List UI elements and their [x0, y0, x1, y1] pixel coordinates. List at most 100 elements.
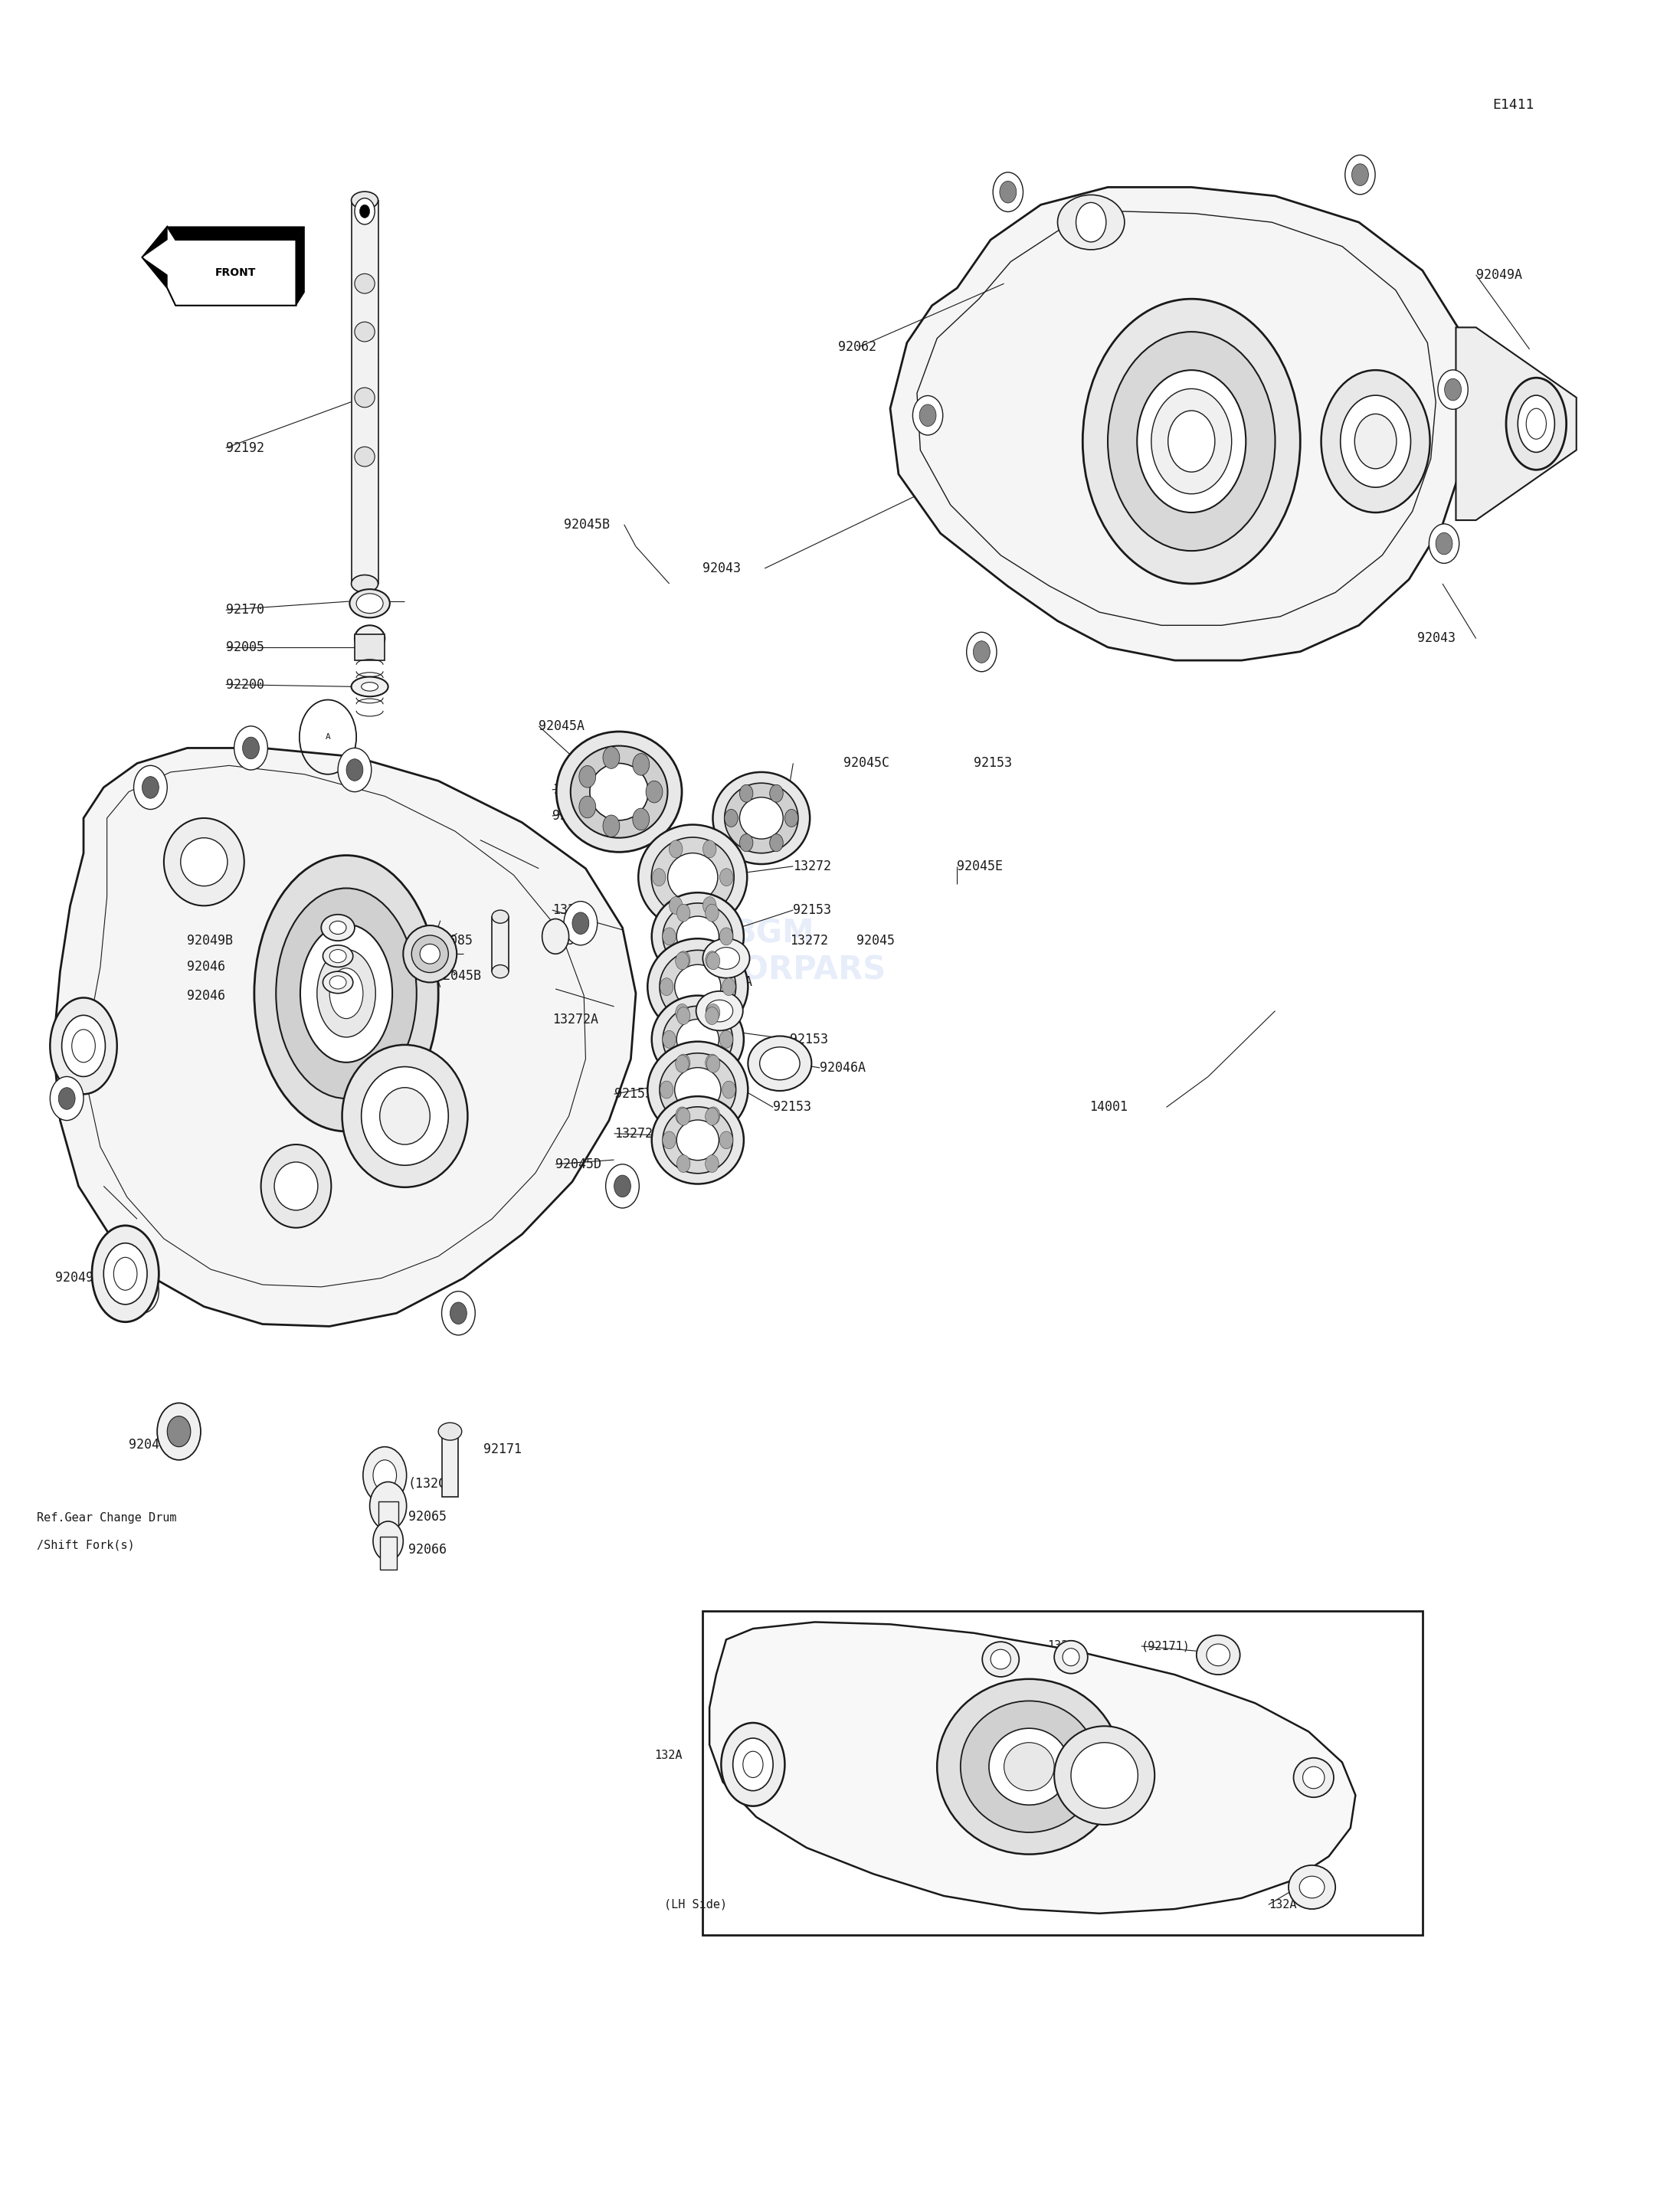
Circle shape [662, 1030, 675, 1048]
Ellipse shape [412, 936, 449, 973]
Circle shape [50, 1077, 84, 1120]
Ellipse shape [721, 1722, 785, 1806]
Text: 92046: 92046 [186, 989, 225, 1002]
Circle shape [126, 1270, 160, 1314]
Circle shape [919, 404, 936, 426]
Text: 92153: 92153 [773, 1101, 811, 1114]
Circle shape [707, 1107, 721, 1125]
Text: 92049: 92049 [129, 1437, 166, 1452]
Ellipse shape [677, 1019, 719, 1059]
Ellipse shape [1320, 369, 1430, 512]
Ellipse shape [354, 275, 375, 294]
Ellipse shape [647, 1041, 748, 1138]
Ellipse shape [62, 1015, 106, 1077]
Ellipse shape [983, 1641, 1020, 1676]
Ellipse shape [1137, 369, 1247, 512]
Polygon shape [1457, 327, 1576, 521]
Circle shape [580, 795, 596, 817]
Circle shape [1000, 180, 1016, 202]
Text: 92200: 92200 [225, 677, 264, 692]
Ellipse shape [1055, 1641, 1087, 1674]
Bar [492, 916, 509, 971]
Circle shape [354, 198, 375, 224]
Text: 32085: 32085 [435, 934, 474, 947]
Text: 132: 132 [813, 1670, 835, 1681]
Circle shape [722, 1081, 736, 1098]
Ellipse shape [1206, 1643, 1230, 1665]
Ellipse shape [361, 683, 378, 692]
Circle shape [234, 725, 267, 769]
Circle shape [675, 951, 689, 969]
Ellipse shape [675, 964, 721, 1008]
Circle shape [1352, 165, 1369, 187]
Ellipse shape [677, 916, 719, 956]
Circle shape [707, 951, 721, 969]
Circle shape [606, 1164, 638, 1208]
Ellipse shape [652, 995, 744, 1083]
Circle shape [719, 1131, 732, 1149]
Ellipse shape [354, 446, 375, 466]
Circle shape [769, 784, 783, 802]
Ellipse shape [354, 626, 385, 653]
Text: 13272: 13272 [553, 782, 590, 798]
Ellipse shape [712, 947, 739, 969]
Ellipse shape [664, 903, 732, 969]
Ellipse shape [1517, 395, 1554, 453]
Circle shape [719, 1030, 732, 1048]
Ellipse shape [92, 1226, 160, 1323]
Circle shape [662, 1131, 675, 1149]
Text: 92153: 92153 [655, 949, 694, 962]
Circle shape [722, 978, 736, 995]
Text: (132C): (132C) [408, 1476, 454, 1492]
Ellipse shape [712, 771, 810, 863]
Ellipse shape [664, 1107, 732, 1173]
Circle shape [660, 1081, 674, 1098]
Text: (LH Side): (LH Side) [664, 1898, 727, 1911]
Circle shape [724, 808, 738, 826]
Text: 92153: 92153 [974, 756, 1011, 771]
Text: 92043: 92043 [1418, 631, 1455, 646]
Ellipse shape [438, 1424, 462, 1441]
Text: 92045B: 92045B [564, 518, 610, 532]
Text: 132B: 132B [968, 1641, 995, 1652]
Ellipse shape [349, 589, 390, 617]
Bar [442, 1432, 459, 1496]
Ellipse shape [1005, 1742, 1055, 1791]
Text: 92153: 92153 [553, 808, 590, 824]
Ellipse shape [301, 925, 393, 1063]
Circle shape [543, 918, 570, 953]
Circle shape [706, 951, 719, 969]
Circle shape [677, 1006, 690, 1024]
Text: 92171: 92171 [484, 1441, 522, 1457]
Ellipse shape [329, 949, 346, 962]
Text: 13272A: 13272A [615, 1127, 660, 1140]
Circle shape [706, 1156, 719, 1173]
Ellipse shape [1055, 1727, 1154, 1826]
Circle shape [615, 1175, 630, 1197]
Ellipse shape [1341, 395, 1411, 488]
Circle shape [973, 642, 990, 663]
Ellipse shape [329, 921, 346, 934]
Text: (14001): (14001) [780, 1641, 828, 1652]
Text: 13272A: 13272A [553, 1013, 598, 1026]
Circle shape [706, 1006, 719, 1024]
Ellipse shape [50, 997, 118, 1094]
Text: 132A: 132A [1268, 1898, 1297, 1911]
Text: 92043: 92043 [702, 562, 741, 576]
Circle shape [360, 204, 370, 218]
Circle shape [450, 1303, 467, 1325]
Ellipse shape [1070, 1742, 1137, 1808]
Ellipse shape [351, 191, 378, 209]
Circle shape [707, 1004, 721, 1022]
Ellipse shape [343, 1046, 467, 1186]
Ellipse shape [1058, 196, 1124, 250]
Ellipse shape [321, 914, 354, 940]
Circle shape [633, 754, 650, 776]
Circle shape [966, 633, 996, 672]
Text: 13272: 13272 [553, 903, 590, 916]
Text: 92153: 92153 [615, 1088, 652, 1101]
Text: 92045: 92045 [857, 934, 895, 947]
Ellipse shape [323, 945, 353, 967]
Ellipse shape [1062, 1648, 1079, 1665]
Ellipse shape [1354, 413, 1396, 468]
